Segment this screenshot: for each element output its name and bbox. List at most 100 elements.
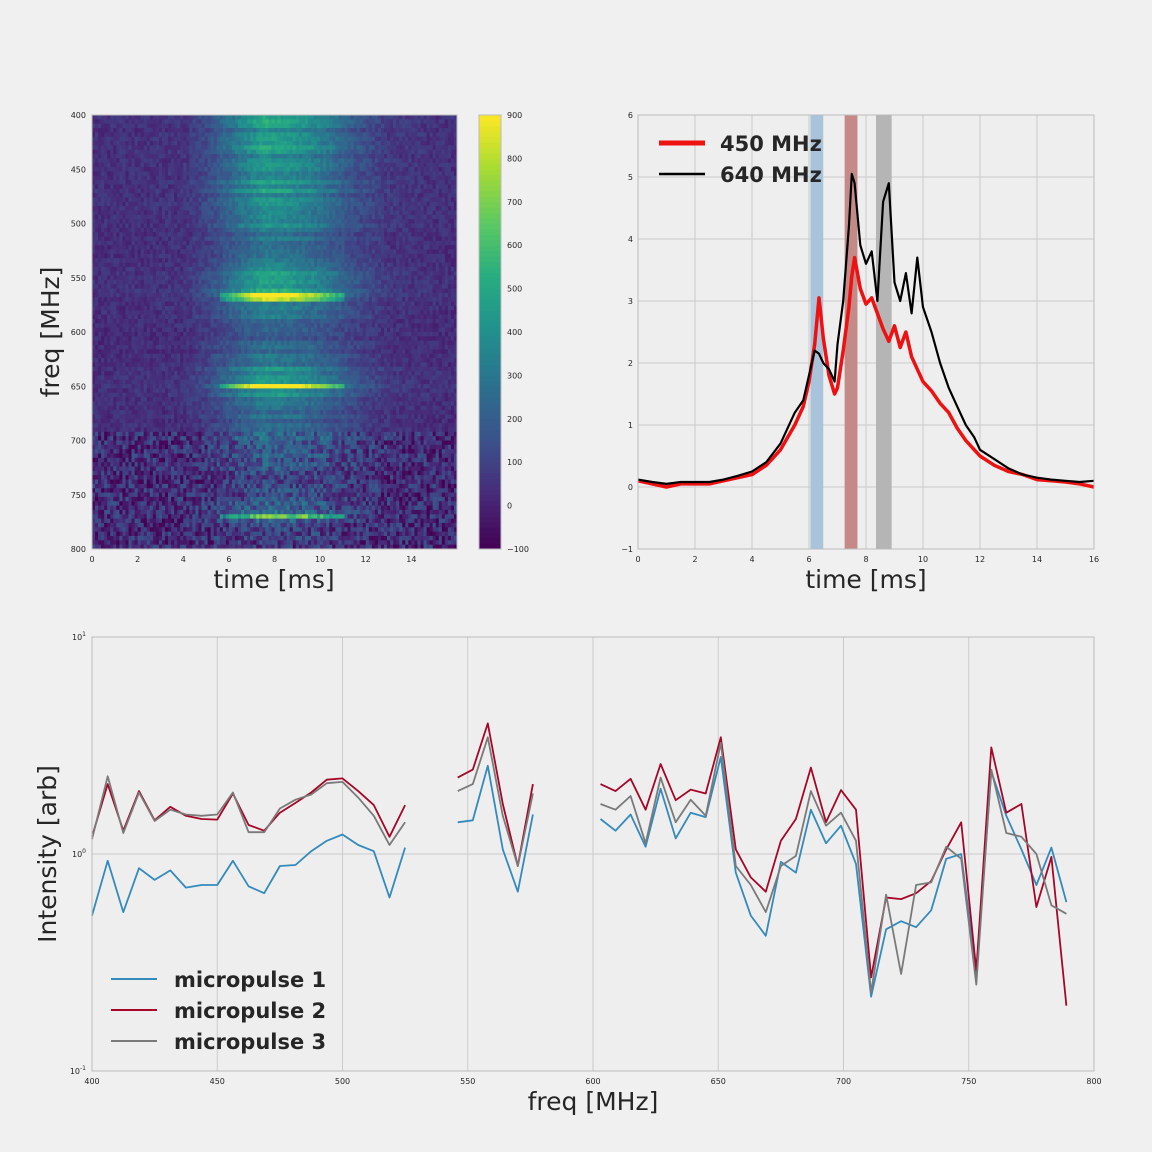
heatmap-cell: [161, 119, 166, 125]
heatmap-cell: [125, 188, 129, 194]
heatmap-cell: [125, 249, 129, 255]
heatmap-cell: [374, 279, 379, 285]
heatmap-cell: [417, 240, 421, 246]
heatmap-cell: [134, 232, 139, 237]
heatmap-cell: [429, 279, 434, 285]
heatmap-cell: [222, 279, 227, 285]
heatmap-cell: [174, 149, 178, 155]
heatmap-cell: [384, 175, 388, 181]
heatmap-cell: [420, 210, 424, 216]
heatmap-cell: [177, 201, 181, 207]
heatmap-cell: [177, 132, 181, 138]
heatmap-cell: [426, 167, 431, 172]
heatmap-cell: [250, 232, 254, 237]
heatmap-cell: [304, 262, 309, 268]
heatmap-cell: [396, 288, 400, 294]
heatmap-cell: [329, 145, 333, 151]
heatmap-cell: [183, 184, 187, 190]
heatmap-cell: [420, 279, 424, 285]
heatmap-cell: [441, 249, 446, 255]
heatmap-cell: [371, 266, 376, 272]
heatmap-cell: [131, 162, 135, 168]
heatmap-cell: [253, 180, 257, 185]
heatmap-cell: [140, 253, 145, 259]
heatmap-cell: [341, 249, 345, 255]
heatmap-cell: [438, 201, 443, 207]
heatmap-cell: [374, 206, 379, 211]
heatmap-cell: [186, 188, 190, 194]
heatmap-cell: [359, 249, 364, 255]
heatmap-cell: [98, 266, 102, 272]
heatmap-cell: [295, 214, 300, 220]
heatmap-cell: [295, 154, 300, 159]
heatmap-cell: [95, 262, 99, 268]
heatmap-cell: [368, 175, 373, 181]
heatmap-cell: [359, 197, 364, 203]
heatmap-cell: [104, 145, 108, 151]
heatmap-cell: [146, 132, 151, 138]
heatmap-cell: [405, 197, 409, 203]
heatmap-cell: [101, 240, 105, 246]
heatmap-cell: [119, 210, 123, 216]
heatmap-cell: [210, 219, 215, 224]
heatmap-cell: [277, 119, 281, 125]
heatmap-cell: [338, 175, 342, 181]
heatmap-cell: [122, 115, 126, 120]
heatmap-cell: [186, 284, 190, 289]
heatmap-cell: [289, 288, 294, 294]
heatmap-cell: [380, 175, 385, 181]
heatmap-cell: [216, 223, 221, 229]
heatmap-cell: [143, 149, 148, 155]
heatmap-cell: [137, 279, 142, 285]
heatmap-cell: [332, 266, 336, 272]
heatmap-cell: [329, 197, 333, 203]
heatmap-cell: [116, 288, 120, 294]
heatmap-cell: [256, 184, 260, 190]
heatmap-cell: [301, 115, 306, 120]
heatmap-cell: [92, 249, 96, 255]
heatmap-cell: [277, 284, 281, 289]
heatmap-cell: [228, 249, 233, 255]
heatmap-cell: [447, 158, 452, 164]
heatmap-cell: [104, 175, 108, 181]
heatmap-cell: [307, 115, 312, 120]
heatmap-cell: [417, 258, 421, 263]
heatmap-cell: [222, 128, 227, 133]
heatmap-cell: [311, 188, 315, 194]
heatmap-cell: [213, 284, 218, 289]
heatmap-cell: [119, 249, 123, 255]
heatmap-cell: [216, 275, 221, 281]
heatmap-cell: [444, 214, 449, 220]
heatmap-cell: [426, 123, 431, 129]
heatmap-cell: [177, 141, 181, 146]
heatmap-cell: [353, 214, 358, 220]
heatmap-cell: [390, 266, 394, 272]
heatmap-cell: [420, 245, 424, 250]
heatmap-cell: [444, 258, 449, 263]
heatmap-cell: [362, 162, 367, 168]
heatmap-cell: [201, 115, 205, 120]
heatmap-cell: [432, 154, 437, 159]
heatmap-cell: [244, 158, 248, 164]
heatmap-cell: [438, 223, 443, 229]
heatmap-cell: [183, 245, 187, 250]
heatmap-cell: [201, 158, 205, 164]
heatmap-cell: [420, 184, 424, 190]
heatmap-cell: [113, 141, 117, 146]
heatmap-cell: [177, 279, 181, 285]
heatmap-cell: [323, 145, 327, 151]
heatmap-cell: [359, 180, 364, 185]
heatmap-cell: [307, 271, 312, 276]
heatmap-cell: [98, 188, 102, 194]
heatmap-cell: [247, 258, 251, 263]
heatmap-cell: [195, 210, 199, 216]
heatmap-cell: [256, 197, 260, 203]
heatmap-cell: [95, 136, 99, 142]
heatmap-cell: [329, 275, 333, 281]
heatmap-cell: [244, 193, 248, 198]
heatmap-cell: [317, 223, 321, 229]
heatmap-cell: [219, 175, 224, 181]
heatmap-cell: [119, 158, 123, 164]
heatmap-cell: [183, 279, 187, 285]
heatmap-cell: [219, 266, 224, 272]
